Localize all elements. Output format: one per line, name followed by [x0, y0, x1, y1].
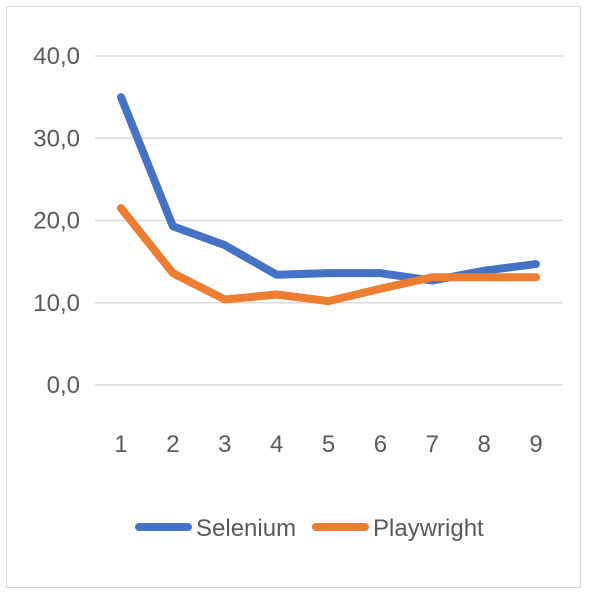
x-tick-label: 5: [322, 431, 335, 458]
y-tick-label: 20,0: [33, 208, 80, 235]
y-tick-label: 40,0: [33, 43, 80, 70]
x-tick-label: 2: [166, 431, 179, 458]
x-tick-label: 1: [114, 431, 127, 458]
y-tick-label: 10,0: [33, 290, 80, 317]
y-tick-label: 0,0: [47, 372, 80, 399]
y-axis-tick-labels: 0,0 10,0 20,0 30,0 40,0: [33, 43, 80, 399]
x-tick-label: 7: [426, 431, 439, 458]
x-axis-tick-labels: 1 2 3 4 5 6 7 8 9: [114, 431, 542, 458]
series-line-playwright: [117, 204, 540, 306]
x-tick-label: 3: [218, 431, 231, 458]
x-tick-label: 6: [374, 431, 387, 458]
y-tick-label: 30,0: [33, 125, 80, 152]
legend-label-selenium: Selenium: [196, 515, 296, 542]
x-tick-label: 4: [270, 431, 283, 458]
legend: Selenium Playwright: [135, 515, 484, 542]
gridlines: [95, 55, 563, 386]
series-line-selenium: [117, 93, 540, 285]
legend-label-playwright: Playwright: [373, 515, 484, 542]
x-tick-label: 9: [529, 431, 542, 458]
series-lines: [117, 93, 540, 306]
x-tick-label: 8: [477, 431, 490, 458]
